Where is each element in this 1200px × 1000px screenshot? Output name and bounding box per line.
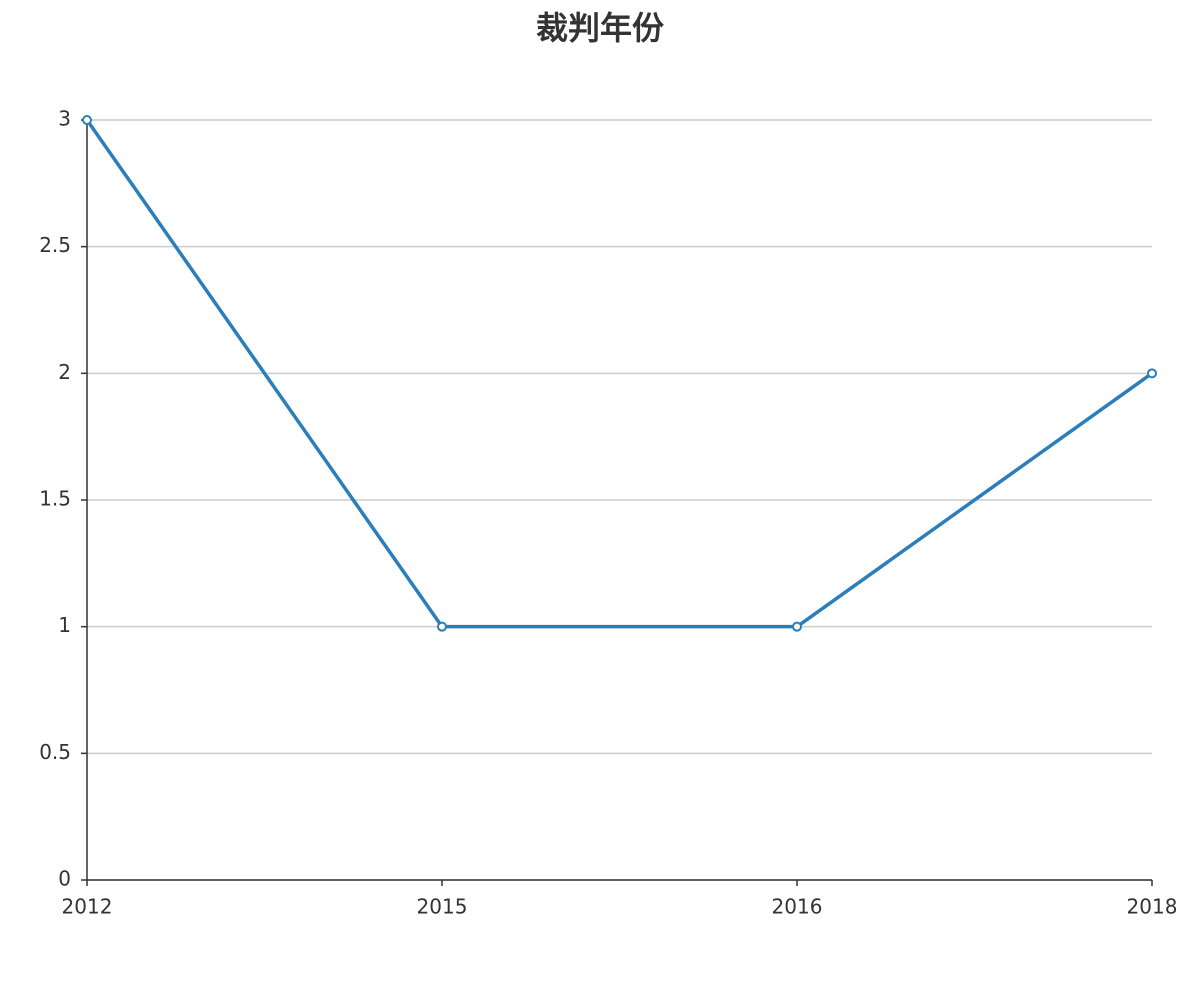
y-tick-label: 0 [58, 867, 71, 891]
x-tick-label: 2016 [772, 895, 823, 919]
point [1147, 368, 1157, 379]
series-line [85, 118, 1154, 629]
y-tick-label: 1 [58, 613, 71, 637]
point [792, 621, 802, 632]
y-tick-label: 1.5 [39, 487, 71, 511]
chart-title: 裁判年份 [536, 9, 664, 47]
x-tick-label: 2012 [62, 895, 113, 919]
y-tick-label: 0.5 [39, 740, 71, 764]
y-tick-label: 3 [58, 107, 71, 131]
x-tick-label: 2018 [1127, 895, 1178, 919]
y-tick-label: 2.5 [39, 233, 71, 257]
y-tick-label: 2 [58, 360, 71, 384]
point [437, 621, 447, 632]
x-tick-label: 2015 [417, 895, 468, 919]
point [82, 115, 92, 125]
